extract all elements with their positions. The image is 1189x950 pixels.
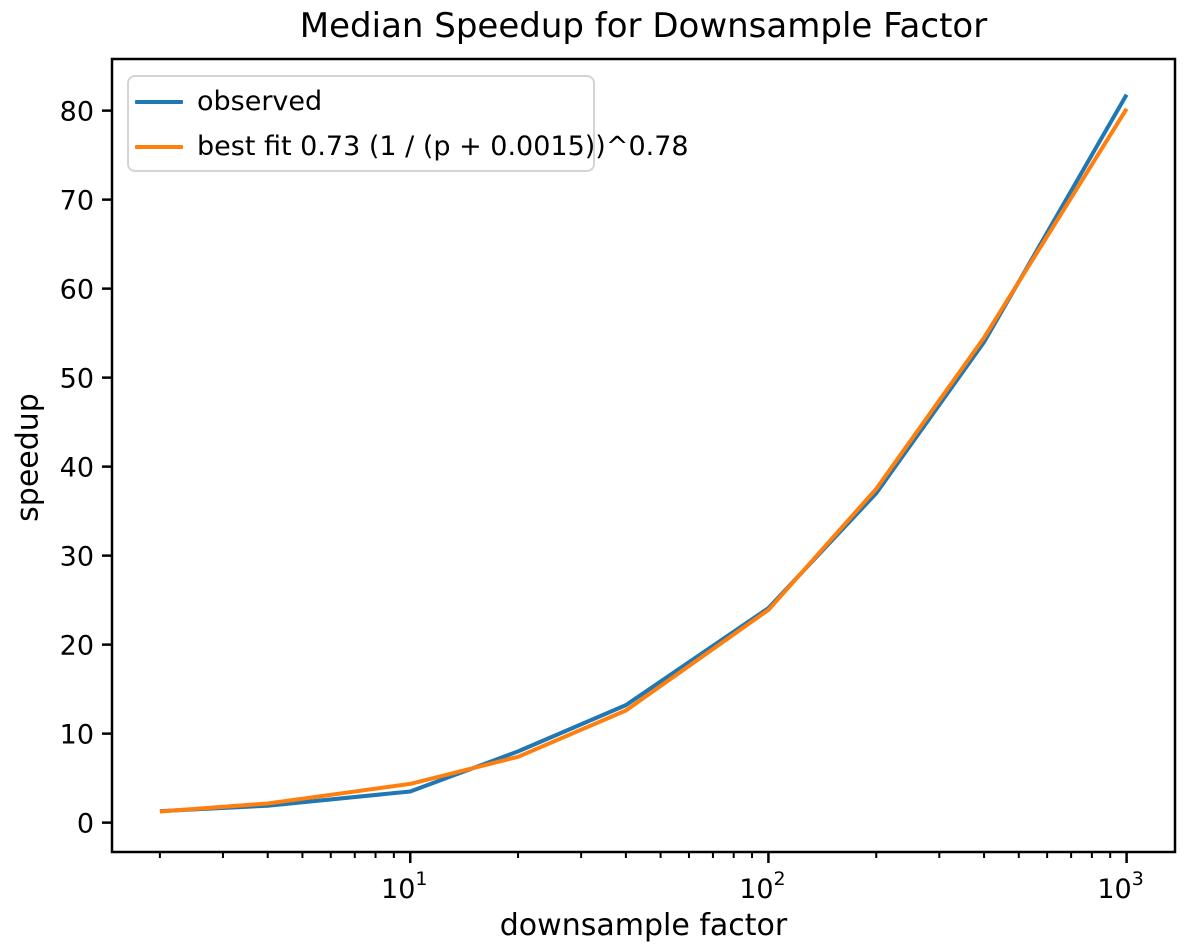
legend-entry-observed: observed xyxy=(135,79,593,124)
legend-entry-best-fit: best fit 0.73 (1 / (p + 0.0015))^0.78 xyxy=(135,124,689,169)
y-tick-label: 0 xyxy=(77,809,94,840)
y-tick-label: 60 xyxy=(60,275,94,306)
legend-label-best-fit: best fit 0.73 (1 / (p + 0.0015))^0.78 xyxy=(197,131,689,162)
axes-spines xyxy=(110,57,1177,854)
x-tick-label: 102 xyxy=(739,868,785,905)
legend-label-observed: observed xyxy=(197,86,323,117)
y-tick-label: 30 xyxy=(60,542,94,573)
y-tick-label: 10 xyxy=(60,720,94,751)
legend-line-sample-best-fit xyxy=(135,144,183,149)
data-line-observed xyxy=(159,93,1129,814)
data-line-best-fit xyxy=(159,107,1129,814)
y-axis-label: speedup xyxy=(10,393,46,522)
x-tick-label: 101 xyxy=(381,868,427,905)
legend: observed best fit 0.73 (1 / (p + 0.0015)… xyxy=(127,75,689,172)
x-axis-label: downsample factor xyxy=(499,908,788,943)
y-tick-label: 70 xyxy=(60,186,94,217)
chart-title: Median Speedup for Downsample Factor xyxy=(299,6,988,46)
y-tick-label: 20 xyxy=(60,631,94,662)
y-tick-label: 50 xyxy=(60,364,94,395)
y-tick-label: 80 xyxy=(60,97,94,128)
legend-line-sample-observed xyxy=(135,99,183,104)
x-tick-label: 103 xyxy=(1097,868,1143,905)
y-tick-label: 40 xyxy=(60,453,94,484)
